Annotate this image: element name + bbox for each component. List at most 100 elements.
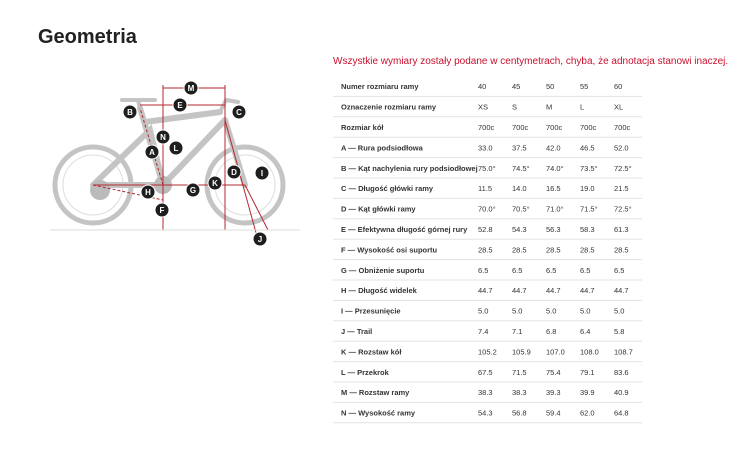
cell-value: 44.7 — [546, 286, 561, 295]
cell-value: 6.5 — [580, 266, 590, 275]
cell-value: 33.0 — [478, 143, 493, 152]
bike — [52, 97, 286, 226]
row-label: C — Długość główki ramy — [341, 184, 434, 193]
diagram-label: F — [160, 206, 165, 215]
cell-value: 28.5 — [512, 245, 527, 254]
title: Geometria — [38, 26, 137, 48]
row-label: F — Wysokość osi suportu — [341, 245, 438, 254]
cell-value: 700c — [546, 123, 563, 132]
row-label: J — Trail — [341, 327, 372, 336]
cell-value: S — [512, 103, 517, 112]
cell-value: 54.3 — [512, 225, 527, 234]
cell-value: 38.3 — [512, 388, 527, 397]
label-badge — [155, 129, 171, 145]
label-badge — [144, 144, 160, 160]
cell-value: 44.7 — [478, 286, 493, 295]
diagram-label: G — [190, 186, 196, 195]
diagram-label: C — [236, 108, 242, 117]
row-label: N — Wysokość ramy — [341, 409, 416, 418]
cell-value: 7.4 — [478, 327, 488, 336]
row-label: H — Długość widelek — [341, 286, 418, 295]
row-label: E — Efektywna długość górnej rury — [341, 225, 468, 234]
cell-value: 7.1 — [512, 327, 522, 336]
cell-value: 67.5 — [478, 368, 493, 377]
cell-value: 75.4 — [546, 368, 561, 377]
cell-value: 40.9 — [614, 388, 629, 397]
cell-value: 70.5° — [512, 205, 530, 214]
cell-value: 19.0 — [580, 184, 595, 193]
label-badge — [231, 104, 247, 120]
cell-value: 16.5 — [546, 184, 561, 193]
cell-value: 55 — [580, 82, 588, 91]
cell-value: 11.5 — [478, 184, 492, 193]
cell-value: 72.5° — [614, 205, 632, 214]
cell-value: 5.0 — [580, 307, 590, 316]
label-badge — [252, 231, 268, 247]
label-badge — [207, 175, 223, 191]
cell-value: 6.8 — [546, 327, 556, 336]
cell-value: XL — [614, 103, 623, 112]
row-label: B — Kąt nachylenia rury podsiodłowej — [341, 164, 478, 173]
cell-value: 40 — [478, 82, 486, 91]
cell-value: 5.0 — [512, 307, 522, 316]
diagram-label: I — [261, 169, 263, 178]
cell-value: 14.0 — [512, 184, 527, 193]
cell-value: 71.0° — [546, 205, 564, 214]
cell-value: 59.4 — [546, 409, 561, 418]
cell-value: 79.1 — [580, 368, 595, 377]
cell-value: 5.0 — [546, 307, 556, 316]
diagram-label: J — [258, 235, 262, 244]
cell-value: 6.5 — [512, 266, 522, 275]
cell-value: 28.5 — [614, 245, 629, 254]
cell-value: 28.5 — [546, 245, 561, 254]
cell-value: 105.2 — [478, 347, 497, 356]
cell-value: 21.5 — [614, 184, 629, 193]
cell-value: 45 — [512, 82, 520, 91]
cell-value: 50 — [546, 82, 554, 91]
cell-value: L — [580, 103, 584, 112]
row-label: K — Rozstaw kół — [341, 347, 402, 356]
cell-value: M — [546, 103, 552, 112]
cell-value: 6.4 — [580, 327, 590, 336]
label-badge — [122, 104, 138, 120]
cell-value: 700c — [512, 123, 529, 132]
diagram-label: N — [160, 133, 166, 142]
cell-value: 72.5° — [614, 164, 632, 173]
cell-value: 60 — [614, 82, 622, 91]
cell-value: 700c — [580, 123, 597, 132]
cell-value: 44.7 — [512, 286, 527, 295]
diagram-label: H — [145, 188, 151, 197]
cell-value: 39.9 — [580, 388, 595, 397]
label-badge — [254, 165, 270, 181]
cell-value: 46.5 — [580, 143, 595, 152]
cell-value: 5.0 — [478, 307, 488, 316]
diagram-label: D — [231, 168, 237, 177]
diagram-label: A — [149, 148, 155, 157]
cell-value: 83.6 — [614, 368, 629, 377]
cell-value: 6.5 — [614, 266, 624, 275]
cell-value: 52.8 — [478, 225, 493, 234]
cell-value: 108.7 — [614, 347, 633, 356]
row-label: A — Rura podsiodłowa — [341, 143, 424, 152]
label-badge — [172, 97, 188, 113]
cell-value: 5.0 — [614, 307, 624, 316]
row-label: Oznaczenie rozmiaru ramy — [341, 103, 437, 112]
label-badge — [140, 184, 156, 200]
cell-value: 71.5° — [580, 205, 598, 214]
row-label: L — Przekrok — [341, 368, 390, 377]
cell-value: 6.5 — [478, 266, 488, 275]
cell-value: 39.3 — [546, 388, 561, 397]
diagram-label: E — [177, 101, 183, 110]
cell-value: 44.7 — [580, 286, 595, 295]
label-badge — [226, 164, 242, 180]
label-badge — [185, 182, 201, 198]
row-label: M — Rozstaw ramy — [341, 388, 410, 397]
cell-value: 28.5 — [478, 245, 493, 254]
cell-value: 108.0 — [580, 347, 599, 356]
cell-value: 62.0 — [580, 409, 595, 418]
note: Wszystkie wymiary zostały podane w centy… — [333, 56, 729, 67]
cell-value: 105.9 — [512, 347, 531, 356]
label-badge — [154, 202, 170, 218]
cell-value: 37.5 — [512, 143, 527, 152]
cell-value: 61.3 — [614, 225, 629, 234]
